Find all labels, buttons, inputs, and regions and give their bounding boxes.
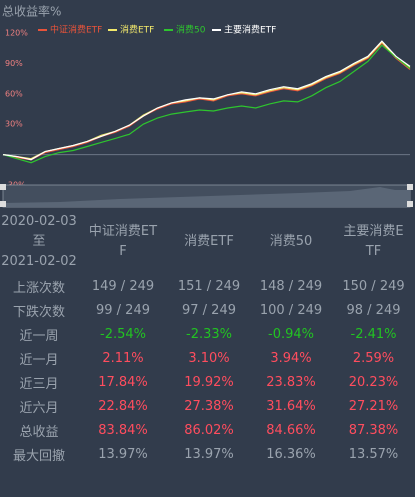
table-cell: 13.97% [98,446,148,462]
table-cell: -0.94% [268,326,314,342]
series-line [2,40,411,161]
table-cell: 13.97% [184,446,234,462]
row-label: 最大回撤 [12,448,65,464]
table-cell: 2.59% [352,350,395,366]
table-cell: 16.36% [266,446,316,462]
row-label: 近六月 [19,400,59,416]
plot: -30%30%60%90%120% [2,29,411,190]
row-label: 近一月 [19,352,59,368]
y-tick-label: 120% [5,29,28,38]
table-cell: 84.66% [266,422,316,438]
table-cell: 23.83% [266,374,316,390]
table-cell: 149 / 249 [91,278,155,294]
legend: 中证消费ETF 消费ETF 消费50 主要消费ETF [38,24,276,36]
y-tick-label: 90% [5,59,23,68]
table-cell: 2.11% [102,350,144,366]
period-end: 2021-02-02 [1,254,77,269]
slider-handle[interactable] [407,184,413,190]
table-cell: -2.41% [350,326,397,342]
table-row: 近一月 2.11% 3.10% 3.94% 2.59% [0,346,415,370]
table-cell: -2.54% [100,326,146,342]
table-row: 总收益 83.84% 86.02% 84.66% 87.38% [0,418,415,442]
series-line [2,42,411,161]
table-row: 最大回撤 13.97% 13.97% 16.36% 13.57% [0,442,415,466]
legend-label: 中证消费ETF [50,24,102,36]
legend-label: 主要消费ETF [224,24,276,36]
legend-label: 消费50 [176,24,206,36]
table-cell: 148 / 249 [259,278,323,294]
table-cell: 83.84% [98,422,148,438]
table-cell: 27.38% [184,398,234,414]
table-cell: 87.38% [348,422,399,438]
column-header: 消费50 [269,234,313,249]
y-tick-label: 30% [5,120,23,129]
table-row: 下跌次数 99 / 249 97 / 249 100 / 249 98 / 249 [0,298,415,322]
row-label: 总收益 [19,424,59,440]
table-row: 近三月 17.84% 19.92% 23.83% 20.23% [0,370,415,394]
legend-label: 消费ETF [120,24,154,36]
row-label: 近一周 [19,328,59,344]
table-cell: 100 / 249 [259,302,323,318]
table-row: 上涨次数 149 / 249 151 / 249 148 / 249 150 / 249 [0,274,415,298]
table-cell: 19.92% [184,374,234,390]
column-header: 主要消费ETF [343,224,404,259]
series-line [2,44,411,164]
table-cell: 150 / 249 [342,278,405,294]
chart-title: 总收益率% [2,4,61,19]
y-tick-label: 60% [5,89,23,98]
table-cell: 13.57% [348,446,399,462]
table-cell: 3.94% [270,350,312,366]
column-header: 消费ETF [184,234,234,249]
slider-handle[interactable] [407,201,413,207]
row-label: 下跌次数 [12,304,65,320]
table-cell: 99 / 249 [96,302,150,318]
header-row: 2020-02-03 至 2021-02-02 中证消费ETF 消费ETF 消费50… [0,210,415,274]
period-sep: 至 [32,234,46,249]
table-cell: 22.84% [98,398,148,414]
table-cell: 17.84% [98,374,148,390]
period-cell: 2020-02-03 至 2021-02-02 [0,210,78,274]
table-cell: 98 / 249 [346,302,401,318]
slider-handle[interactable] [0,184,6,190]
table-cell: 20.23% [348,374,399,390]
row-label: 上涨次数 [12,280,65,296]
table-cell: 31.64% [266,398,316,414]
slider-preview [3,187,410,207]
row-label: 近三月 [19,376,59,392]
table-row: 近六月 22.84% 27.38% 31.64% 27.21% [0,394,415,418]
slider-handle[interactable] [0,201,6,207]
table-cell: 3.10% [188,350,230,366]
table-row: 近一周 -2.54% -2.33% -0.94% -2.41% [0,322,415,346]
period-start: 2020-02-03 [1,214,77,229]
column-header: 中证消费ETF [88,224,158,259]
table-cell: 151 / 249 [177,278,241,294]
table-cell: 97 / 249 [182,302,236,318]
stats-table: 2020-02-03 至 2021-02-02 中证消费ETF 消费ETF 消费50… [0,210,415,466]
table-cell: 27.21% [348,398,399,414]
table-cell: 86.02% [184,422,234,438]
table-cell: -2.33% [186,326,232,342]
